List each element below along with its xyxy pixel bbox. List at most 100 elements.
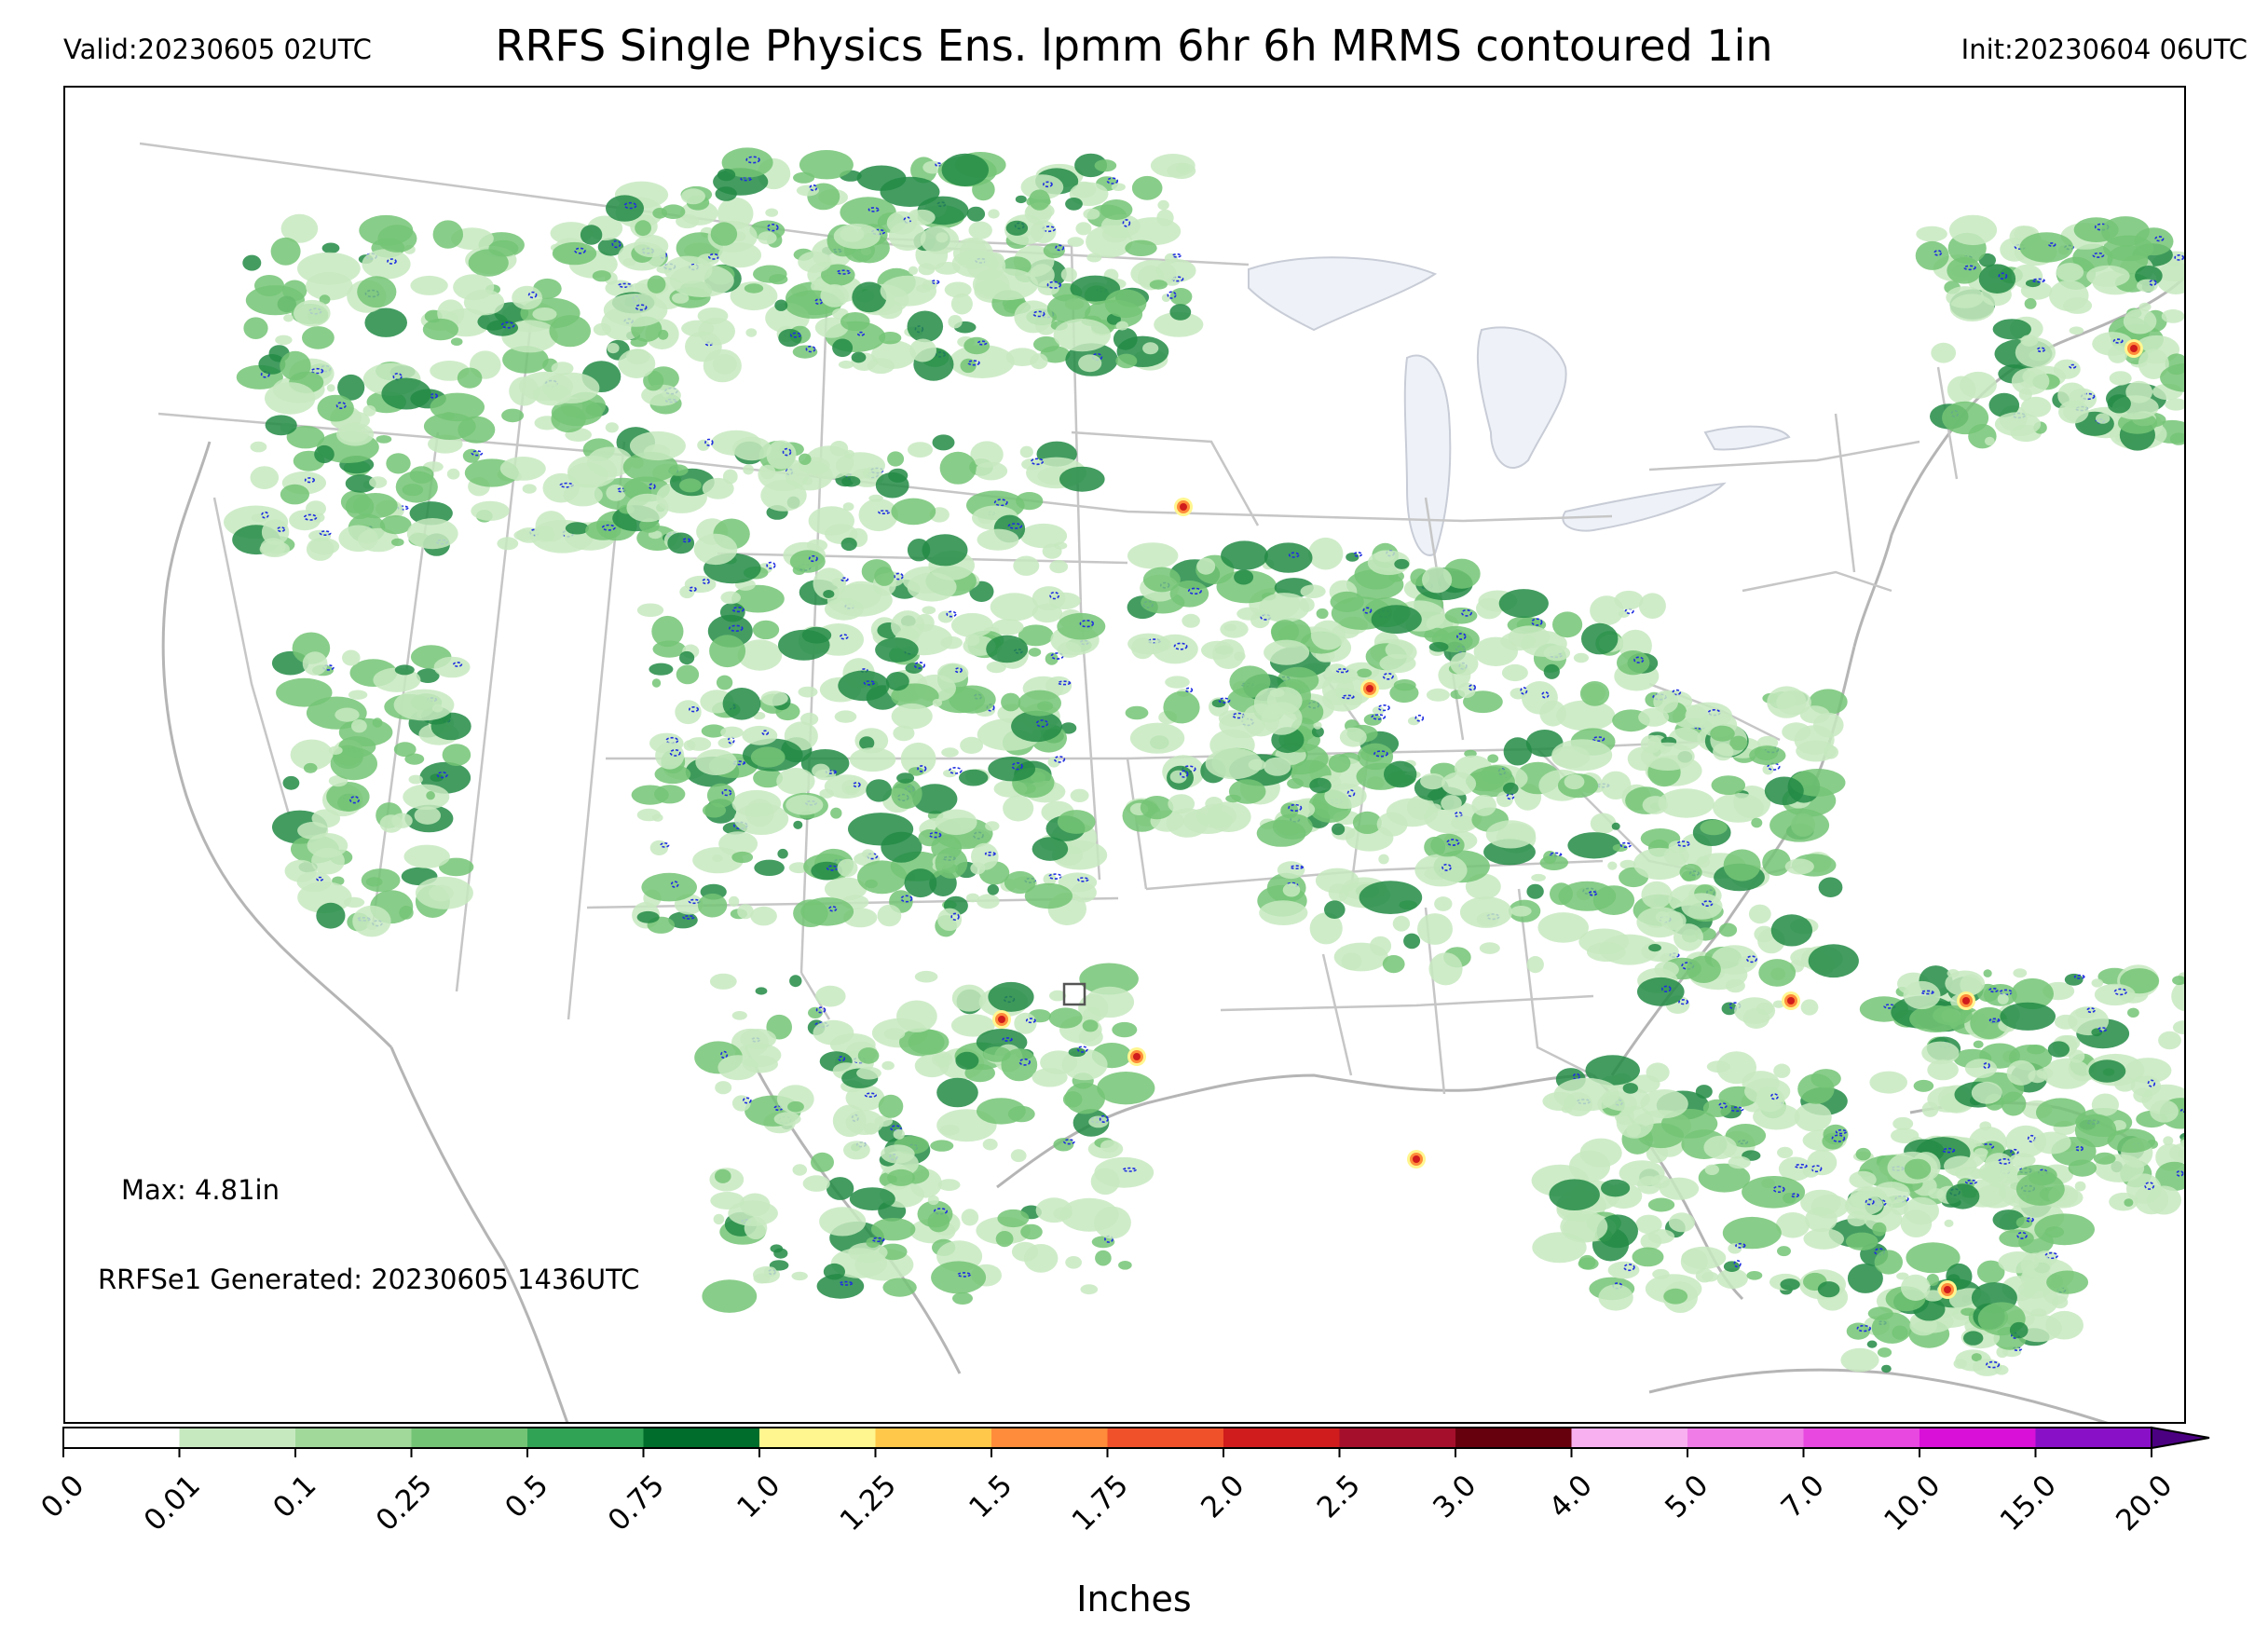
mrms-contour bbox=[2048, 242, 2056, 247]
precip-cell bbox=[606, 485, 626, 501]
precip-cell bbox=[720, 726, 744, 739]
precip-cell bbox=[1059, 466, 1105, 492]
precip-cell bbox=[1581, 622, 1619, 655]
precip-cell bbox=[1043, 873, 1057, 886]
precip-cell bbox=[743, 1055, 778, 1073]
mrms-contour bbox=[1933, 250, 1943, 256]
precip-cell bbox=[1169, 770, 1187, 784]
precip-cell bbox=[357, 276, 397, 308]
mrms-contour bbox=[917, 765, 927, 772]
precip-cell bbox=[891, 683, 939, 709]
precip-cell bbox=[2127, 1007, 2139, 1018]
precip-cell bbox=[1218, 710, 1248, 727]
precip-cell bbox=[1082, 1019, 1099, 1032]
precip-cell bbox=[798, 686, 818, 698]
precip-cell bbox=[720, 591, 741, 605]
precip-cell bbox=[1357, 668, 1373, 678]
precip-cell bbox=[1549, 1179, 1600, 1210]
mrms-contour bbox=[871, 1237, 885, 1243]
precip-cell bbox=[755, 987, 768, 995]
precip-cell bbox=[1510, 688, 1527, 700]
precip-cell bbox=[1065, 1256, 1082, 1269]
precip-core bbox=[1133, 1053, 1141, 1060]
precip-cell bbox=[881, 1060, 895, 1071]
precip-cell bbox=[812, 763, 830, 778]
precip-cell bbox=[629, 430, 686, 461]
precip-cell bbox=[2108, 345, 2128, 363]
mrms-contour bbox=[839, 634, 849, 640]
precip-cell bbox=[1035, 1197, 1073, 1223]
precip-cell bbox=[605, 422, 619, 433]
precip-cell bbox=[1653, 690, 1679, 714]
mrms-contour bbox=[856, 331, 865, 336]
precip-cell bbox=[941, 153, 989, 186]
precip-cell bbox=[1309, 912, 1343, 945]
precip-cell bbox=[1168, 794, 1195, 813]
precip-cell bbox=[1169, 304, 1192, 321]
precip-cell bbox=[837, 858, 858, 878]
precip-cell bbox=[2088, 1059, 2126, 1083]
precip-cell bbox=[1080, 1284, 1099, 1295]
precip-cell bbox=[1871, 1312, 1912, 1344]
mrms-contour bbox=[1592, 736, 1605, 742]
mrms-contour bbox=[1053, 756, 1066, 763]
precip-cell bbox=[2019, 232, 2074, 263]
precip-cell bbox=[1382, 955, 1405, 974]
precip-cell bbox=[1463, 690, 1503, 714]
precip-cell bbox=[1308, 537, 1344, 570]
precip-cell bbox=[841, 779, 861, 796]
precip-cell bbox=[1810, 1194, 1849, 1219]
mrms-contour bbox=[660, 842, 670, 848]
precip-cell bbox=[823, 590, 835, 598]
colorbar-tick-label: 0.01 bbox=[138, 1469, 207, 1538]
mrms-contour bbox=[1672, 689, 1682, 696]
precip-cell bbox=[977, 894, 1000, 909]
precip-cell bbox=[975, 268, 1039, 301]
colorbar-tick-label: 20.0 bbox=[2110, 1469, 2179, 1538]
precip-cell bbox=[912, 784, 958, 814]
precip-cell bbox=[1205, 747, 1263, 780]
precip-cell bbox=[2094, 983, 2136, 1006]
precip-cell bbox=[829, 441, 849, 457]
mrms-contour bbox=[2016, 1231, 2028, 1239]
precip-cell bbox=[1498, 589, 1549, 619]
precip-cell bbox=[1900, 1210, 1933, 1237]
precip-cell bbox=[565, 522, 590, 535]
mrms-contour bbox=[1454, 811, 1463, 818]
precip-cell bbox=[1078, 354, 1102, 373]
precip-cell bbox=[893, 1128, 905, 1140]
precip-cell bbox=[1769, 808, 1830, 842]
mrms-contour bbox=[611, 239, 622, 249]
mrms-contour bbox=[946, 610, 957, 618]
precip-cell bbox=[878, 1094, 904, 1118]
precip-cell bbox=[931, 1261, 987, 1294]
precip-cell bbox=[1994, 412, 2042, 437]
mrms-contour bbox=[864, 1092, 878, 1098]
precip-cell bbox=[1487, 754, 1499, 763]
precip-cell bbox=[326, 384, 335, 392]
precip-cell bbox=[1182, 613, 1200, 628]
precip-cell bbox=[914, 1054, 950, 1078]
precip-cell bbox=[845, 1110, 884, 1135]
precip-cell bbox=[754, 859, 785, 876]
mrms-contour bbox=[2174, 254, 2184, 261]
precip-cell bbox=[997, 1209, 1030, 1228]
precip-cell bbox=[2047, 1041, 2070, 1058]
mrms-contour bbox=[453, 662, 463, 667]
precip-cell bbox=[2177, 1149, 2184, 1159]
precip-cell bbox=[1111, 183, 1126, 191]
precip-cell bbox=[908, 1029, 950, 1055]
precip-cell bbox=[1324, 900, 1346, 919]
precip-cell bbox=[2161, 309, 2184, 323]
precip-cell bbox=[1716, 1051, 1756, 1085]
precip-cell bbox=[943, 769, 957, 778]
precip-cell bbox=[1697, 855, 1710, 868]
precip-cell bbox=[563, 484, 603, 507]
mrms-contour bbox=[1986, 1360, 2001, 1369]
precip-cell bbox=[835, 452, 886, 479]
precip-cell bbox=[311, 847, 345, 875]
mrms-contour bbox=[623, 201, 637, 210]
precip-cell bbox=[1758, 959, 1797, 987]
mrms-contour bbox=[1623, 1264, 1635, 1272]
precip-cell bbox=[939, 1124, 960, 1136]
